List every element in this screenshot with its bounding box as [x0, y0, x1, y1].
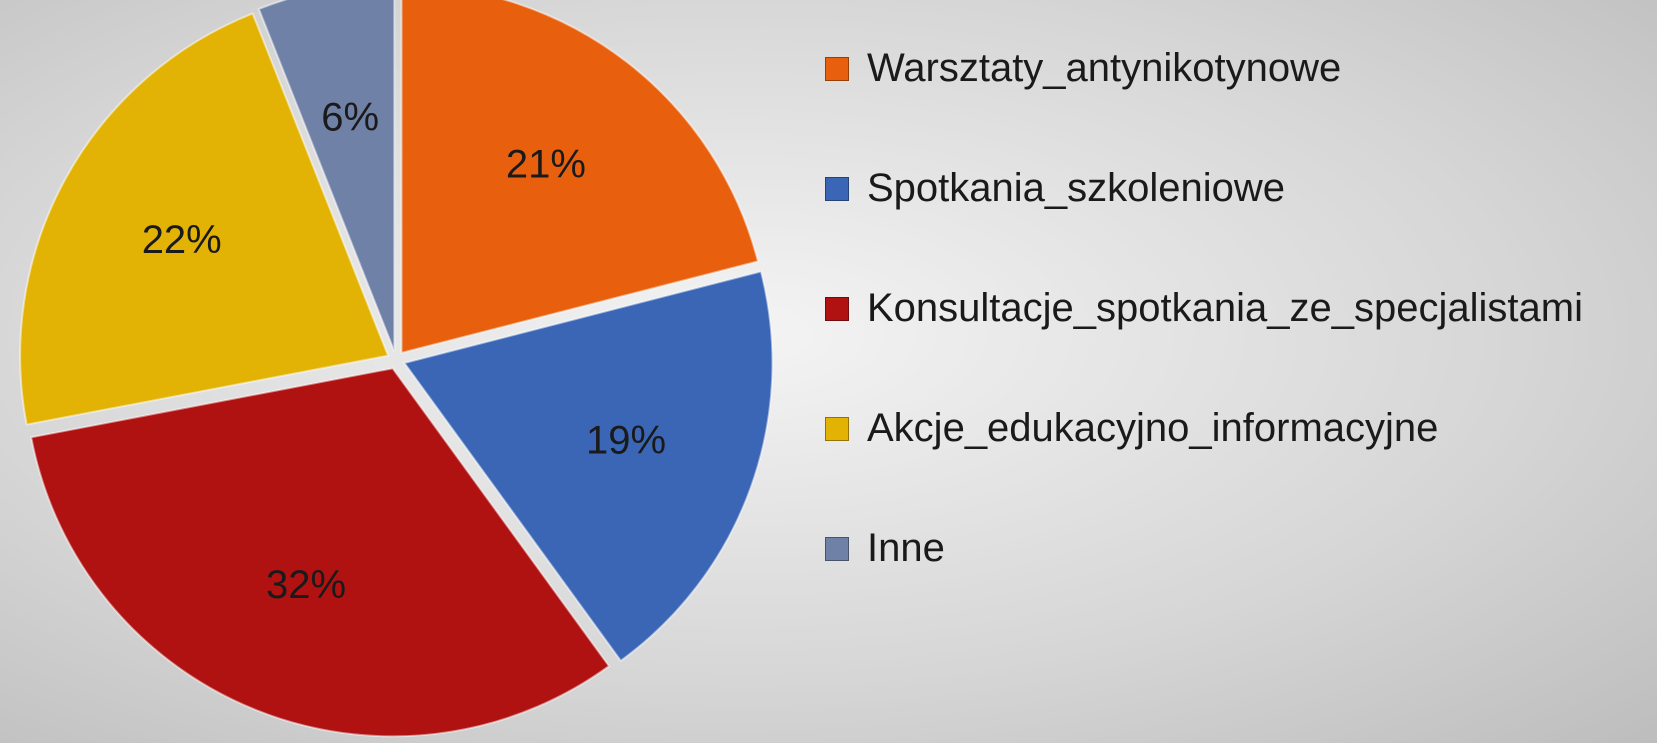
legend-label: Akcje_edukacyjno_informacyjne	[867, 406, 1439, 450]
legend-entry: Spotkania_szkoleniowe	[825, 162, 1645, 214]
legend-entry: Akcje_edukacyjno_informacyjne	[825, 402, 1645, 454]
legend-swatch	[825, 417, 849, 441]
pie-slice	[257, 0, 396, 352]
pie-slice	[30, 367, 611, 738]
data-label: 19%	[586, 418, 666, 462]
legend-swatch	[825, 297, 849, 321]
legend-swatch	[825, 177, 849, 201]
legend-label: Konsultacje_spotkania_ze_specjalistami	[867, 286, 1583, 330]
data-label: 21%	[506, 142, 586, 186]
data-label: 6%	[321, 95, 379, 139]
legend-label: Inne	[867, 526, 945, 570]
legend-swatch	[825, 537, 849, 561]
legend-label: Warsztaty_antynikotynowe	[867, 46, 1342, 90]
legend-entry: Konsultacje_spotkania_ze_specjalistami	[825, 282, 1645, 334]
pie-slice	[400, 0, 760, 355]
data-label: 32%	[266, 563, 346, 607]
pie: 21% 19% 32% 22% 6%	[19, 0, 774, 738]
data-label: 22%	[142, 218, 222, 262]
legend-entry: Inne	[825, 522, 1645, 574]
legend-entry: Warsztaty_antynikotynowe	[825, 42, 1645, 94]
legend-label: Spotkania_szkoleniowe	[867, 166, 1286, 210]
pie-slice	[402, 270, 774, 663]
pie-slice	[19, 12, 390, 426]
legend: Warsztaty_antynikotynowe Spotkania_szkole…	[825, 42, 1645, 642]
legend-swatch	[825, 57, 849, 81]
